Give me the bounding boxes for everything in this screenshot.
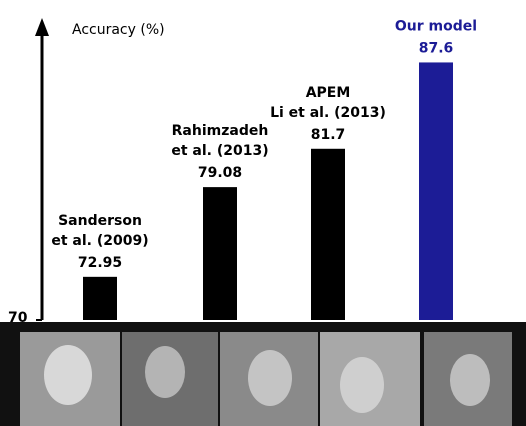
bar: [83, 277, 117, 320]
face: [248, 350, 292, 406]
value-label: 87.6: [419, 40, 454, 56]
bar: [203, 187, 237, 320]
bar: [419, 62, 453, 320]
photo-strip: [0, 322, 526, 426]
value-label: 72.95: [78, 255, 122, 271]
category-label: et al. (2013): [171, 143, 268, 159]
face: [44, 345, 92, 405]
face: [450, 354, 490, 406]
category-label: Sanderson: [58, 213, 142, 229]
category-label: Our model: [395, 18, 477, 34]
value-label: 79.08: [198, 165, 242, 181]
category-label: Rahimzadeh: [172, 123, 269, 139]
bar: [311, 149, 345, 320]
value-label: 81.7: [311, 127, 346, 143]
y-tick-label: 70: [8, 310, 28, 326]
face: [340, 357, 384, 413]
category-label: Li et al. (2013): [270, 105, 386, 121]
category-label: APEM: [306, 85, 351, 101]
y-axis-label: Accuracy (%): [72, 22, 165, 38]
face: [145, 346, 185, 398]
category-label: et al. (2009): [51, 233, 148, 249]
chart: Accuracy (%) 70 72.95 Sanderson et al. (200…: [0, 0, 526, 426]
